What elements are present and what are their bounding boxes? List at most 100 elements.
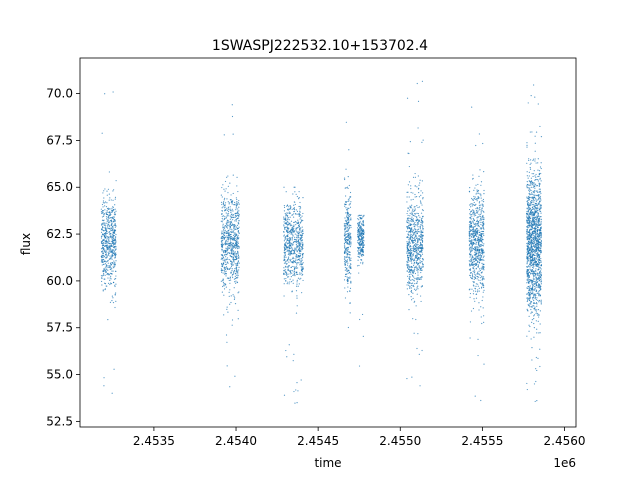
- data-point: [421, 238, 423, 241]
- data-point: [414, 176, 417, 178]
- data-point: [357, 246, 359, 249]
- data-point: [110, 236, 112, 238]
- data-point: [483, 211, 485, 213]
- data-point: [468, 239, 470, 241]
- data-point: [480, 259, 482, 261]
- data-point: [103, 242, 105, 244]
- data-point: [530, 305, 532, 308]
- data-point: [469, 214, 471, 216]
- data-point: [222, 202, 225, 205]
- data-point: [108, 220, 110, 222]
- data-point: [292, 228, 295, 230]
- data-point: [102, 256, 104, 258]
- data-point: [344, 187, 346, 189]
- data-point: [538, 235, 540, 237]
- data-point: [359, 247, 361, 249]
- data-point: [228, 224, 230, 226]
- data-point: [226, 267, 228, 269]
- data-point: [298, 242, 300, 244]
- data-point: [105, 232, 107, 234]
- data-point: [223, 254, 226, 256]
- data-point: [113, 267, 115, 269]
- data-point: [406, 97, 409, 99]
- data-point: [421, 257, 424, 260]
- data-point: [422, 234, 424, 237]
- data-point: [105, 241, 108, 243]
- data-point: [533, 327, 535, 329]
- data-point: [346, 240, 348, 242]
- data-point: [287, 231, 289, 233]
- data-point: [469, 222, 472, 224]
- data-point: [475, 264, 477, 267]
- data-point: [346, 233, 348, 235]
- data-point: [108, 239, 110, 241]
- data-point: [114, 211, 116, 213]
- data-point: [527, 303, 529, 306]
- data-point: [470, 210, 473, 212]
- data-point: [348, 269, 350, 271]
- data-point: [111, 224, 113, 226]
- data-point: [230, 214, 232, 216]
- data-point: [415, 288, 417, 290]
- data-point: [106, 256, 108, 258]
- data-point: [538, 175, 540, 177]
- data-point: [290, 271, 292, 273]
- data-point: [108, 249, 110, 251]
- data-point: [526, 183, 529, 186]
- data-point: [475, 222, 477, 224]
- data-point: [540, 220, 542, 222]
- data-point: [421, 244, 423, 246]
- data-point: [292, 256, 294, 258]
- data-point: [414, 228, 416, 230]
- data-point: [482, 286, 485, 289]
- data-point: [472, 212, 474, 214]
- data-point: [478, 250, 481, 252]
- data-point: [416, 219, 418, 221]
- data-point: [114, 214, 117, 216]
- data-point: [100, 261, 103, 263]
- data-point: [538, 256, 541, 259]
- data-point: [344, 217, 346, 219]
- data-point: [413, 237, 416, 239]
- data-point: [473, 238, 475, 240]
- data-point: [406, 196, 408, 198]
- data-point: [417, 272, 419, 274]
- data-point: [236, 257, 238, 260]
- data-point: [475, 214, 477, 217]
- data-point: [481, 279, 483, 281]
- data-point: [470, 253, 472, 255]
- data-point: [408, 224, 410, 226]
- data-point: [234, 245, 236, 247]
- data-point: [105, 265, 107, 268]
- data-point: [238, 206, 240, 208]
- data-point: [358, 256, 361, 258]
- data-point: [414, 272, 417, 275]
- data-point: [301, 267, 303, 269]
- data-point: [293, 271, 295, 273]
- data-point: [477, 285, 479, 287]
- data-point: [419, 182, 421, 184]
- data-point: [411, 216, 413, 218]
- data-point: [236, 274, 238, 276]
- data-point: [102, 290, 104, 292]
- data-point: [350, 196, 352, 198]
- data-point: [469, 296, 471, 298]
- data-point: [106, 220, 108, 222]
- data-point: [478, 257, 480, 259]
- data-point: [287, 273, 289, 275]
- data-point: [482, 263, 485, 266]
- data-point: [347, 228, 349, 230]
- data-point: [104, 234, 106, 236]
- data-point: [292, 265, 294, 268]
- data-point: [223, 201, 225, 203]
- data-point: [292, 282, 294, 284]
- data-point: [528, 223, 530, 225]
- data-point: [473, 249, 475, 251]
- data-point: [225, 266, 228, 268]
- data-point: [477, 222, 479, 224]
- data-point: [347, 280, 349, 282]
- data-point: [528, 229, 531, 231]
- data-point: [535, 270, 537, 272]
- data-point: [529, 207, 532, 210]
- data-point: [232, 251, 234, 253]
